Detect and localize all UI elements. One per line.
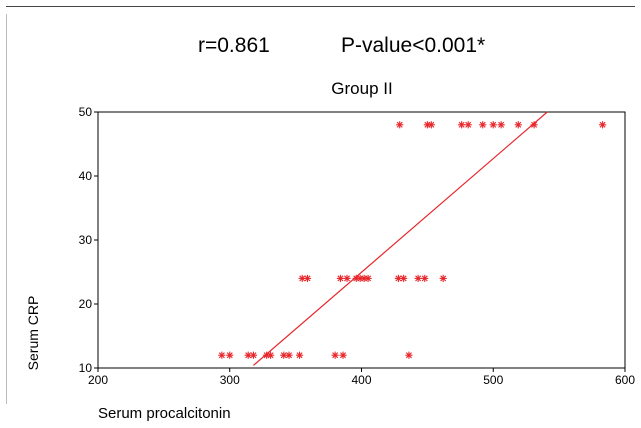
data-point [339, 351, 347, 359]
data-point [226, 351, 234, 359]
top-rule [6, 6, 635, 7]
data-point [439, 274, 447, 282]
x-tick-label: 600 [615, 373, 635, 387]
x-tick-label: 400 [351, 373, 371, 387]
data-point [266, 351, 275, 359]
x-axis: 200 300 400 500 600 [88, 368, 635, 387]
x-tick-label: 300 [220, 373, 240, 387]
y-tick-label: 10 [79, 361, 93, 375]
data-point [364, 274, 372, 282]
data-point [331, 351, 339, 359]
data-points [218, 121, 607, 359]
p-value-label: P-value<0.001* [341, 34, 485, 57]
data-point [295, 351, 304, 359]
y-axis: 10 20 30 40 50 [79, 105, 98, 375]
data-point [218, 351, 226, 359]
data-point [414, 274, 422, 282]
y-axis-label: Serum CRP [25, 296, 41, 371]
data-point [405, 351, 413, 359]
y-tick-label: 20 [79, 297, 93, 311]
data-point [421, 274, 429, 282]
data-point [464, 121, 472, 129]
left-rule [6, 14, 7, 404]
data-point [599, 121, 607, 129]
data-point [343, 274, 351, 282]
correlation-label: r=0.861 [198, 34, 270, 57]
chart-title: Group II [331, 79, 392, 98]
data-point [497, 121, 505, 129]
data-point [249, 351, 258, 359]
plot-area [97, 111, 626, 369]
x-tick-label: 500 [483, 373, 503, 387]
data-point [489, 121, 497, 129]
data-point [285, 351, 293, 359]
data-point [396, 121, 404, 129]
data-point [400, 274, 408, 282]
data-point [336, 274, 345, 282]
data-point [458, 121, 466, 129]
data-point [427, 121, 435, 129]
data-point [394, 274, 402, 282]
y-tick-label: 50 [79, 105, 93, 119]
data-point [479, 121, 487, 129]
data-point [530, 121, 538, 129]
y-tick-label: 40 [79, 169, 93, 183]
regression-line [253, 111, 548, 366]
x-axis-label: Serum procalcitonin [98, 405, 231, 422]
y-tick-label: 30 [79, 233, 93, 247]
data-point [514, 121, 522, 129]
data-point [303, 274, 312, 282]
x-tick-label: 200 [88, 373, 108, 387]
